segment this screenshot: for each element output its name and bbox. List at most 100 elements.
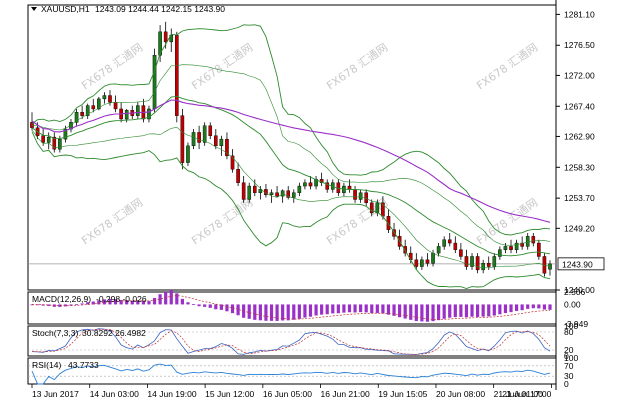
macd-histogram-bar	[97, 300, 101, 305]
candle-body	[158, 31, 162, 56]
candle-body	[247, 185, 252, 200]
macd-histogram-bar	[147, 301, 151, 305]
main-pane-frame	[27, 4, 557, 291]
candle	[158, 25, 162, 62]
price-tick-label: 1249.20	[564, 223, 595, 233]
macd-histogram-bar	[130, 300, 134, 305]
candle	[291, 189, 296, 203]
macd-histogram-bar	[548, 304, 552, 310]
candle	[219, 135, 224, 156]
candle-body	[470, 256, 474, 267]
macd-histogram-bar	[197, 304, 201, 307]
macd-histogram-bar	[342, 304, 346, 313]
macd-histogram-bar	[275, 304, 279, 321]
candle	[303, 179, 307, 190]
candle	[475, 253, 480, 274]
macd-histogram-bar	[331, 304, 335, 314]
candle-body	[442, 239, 446, 247]
candle	[514, 239, 519, 254]
macd-histogram-bar	[437, 304, 441, 321]
candle-body	[152, 55, 157, 110]
macd-histogram-bar	[219, 304, 223, 310]
price-tick-label: 1276.50	[564, 40, 595, 50]
candle	[230, 149, 235, 173]
macd-histogram-bar	[442, 304, 446, 319]
macd-histogram-bar	[158, 294, 162, 305]
candle	[470, 253, 474, 270]
macd-histogram-bar	[425, 304, 430, 322]
stoch-signal-line	[31, 329, 551, 355]
macd-histogram-bar	[464, 304, 469, 318]
candle-body	[420, 259, 424, 267]
macd-histogram-bar	[264, 304, 268, 321]
macd-histogram-bar	[487, 304, 491, 317]
candle	[236, 162, 240, 187]
candle	[202, 122, 207, 146]
candle-body	[180, 115, 185, 163]
stoch-label: Stoch(7,3,3)	[32, 328, 78, 338]
candle	[169, 28, 174, 52]
candle-body	[375, 202, 380, 214]
macd-histogram-bar	[169, 290, 173, 305]
macd-signal-line	[31, 295, 551, 320]
candle-body	[236, 169, 240, 183]
macd-histogram-bar	[186, 302, 190, 305]
candle-body	[386, 216, 391, 230]
price-tick-label: 1281.10	[564, 9, 595, 19]
macd-histogram-bar	[214, 304, 218, 310]
rsi-tick-label: 100	[564, 353, 578, 363]
macd-histogram-bar	[119, 299, 123, 305]
macd-histogram-bar	[208, 304, 212, 308]
candle-body	[308, 182, 313, 187]
price-tick-label: 1267.40	[564, 101, 595, 111]
rsi-tick-label: 70	[564, 361, 574, 371]
time-axis-label: 16 Jun 21:00	[321, 389, 370, 399]
macd-histogram-bar	[498, 304, 502, 315]
candle	[481, 259, 485, 274]
macd-tick-label: 2.506	[564, 287, 586, 297]
candle	[46, 132, 51, 150]
candle	[225, 132, 229, 160]
candle-body	[303, 182, 307, 187]
rsi-line	[31, 363, 551, 385]
ohlc-values: 1243.09 1244.44 1242.15 1243.90	[95, 4, 225, 14]
candle-body	[481, 262, 485, 271]
bollinger-inner-lower-line	[31, 126, 551, 269]
candle	[80, 105, 84, 119]
candle	[286, 186, 291, 200]
macd-histogram-bar	[253, 304, 257, 320]
candle	[264, 184, 268, 198]
macd-histogram-bar	[35, 304, 40, 306]
dropdown-triangle-icon[interactable]	[31, 7, 37, 11]
candle	[436, 243, 441, 257]
macd-histogram-bar	[320, 304, 324, 315]
macd-histogram-bar	[136, 300, 140, 305]
macd-tick-label: 0.00	[564, 299, 581, 309]
macd-histogram-bar	[58, 304, 62, 307]
candle	[353, 186, 357, 203]
candle-body	[447, 239, 452, 244]
macd-histogram-bar	[414, 304, 418, 322]
macd-histogram-bar	[164, 292, 168, 305]
stoch-tick-label: 100	[564, 321, 578, 331]
candle	[297, 182, 302, 197]
candle	[414, 253, 419, 270]
watermark-text: FX678 汇通网	[474, 41, 540, 93]
macd-histogram-bar	[542, 304, 547, 310]
candle-body	[163, 31, 168, 43]
candle-body	[175, 34, 179, 116]
candle-body	[520, 242, 524, 247]
candle	[420, 256, 424, 270]
macd-histogram-bar	[403, 304, 407, 319]
macd-histogram-bar	[325, 304, 329, 315]
price-tick-label: 1253.70	[564, 193, 595, 203]
macd-histogram-bar	[409, 304, 413, 320]
candle-body	[347, 185, 352, 190]
candle	[91, 98, 96, 113]
macd-histogram-bar	[347, 304, 352, 313]
macd-histogram-bar	[247, 304, 251, 319]
macd-histogram-bar	[308, 304, 313, 317]
rsi-tick-label: 30	[564, 371, 574, 381]
rsi-pane-frame	[27, 357, 557, 385]
